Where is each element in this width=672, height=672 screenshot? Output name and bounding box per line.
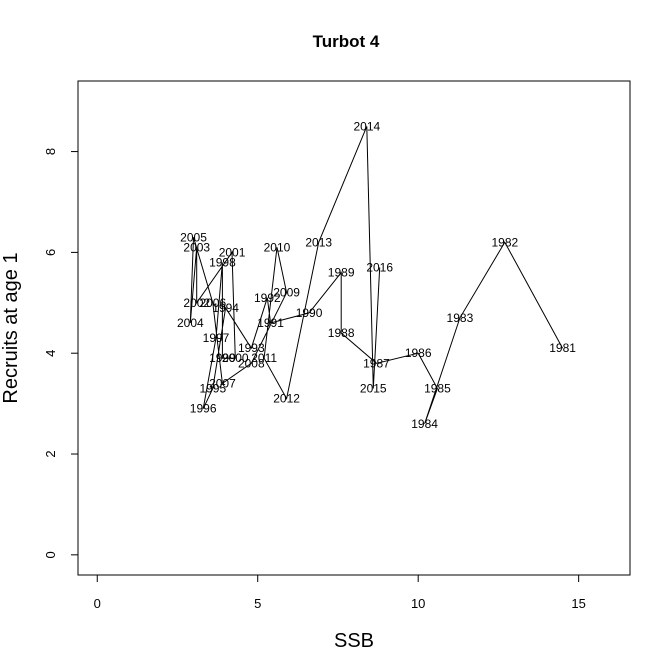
point-label-2001: 2001 bbox=[219, 245, 246, 259]
x-axis-label: SSB bbox=[334, 630, 374, 652]
point-label-1981: 1981 bbox=[549, 341, 576, 355]
point-label-2004: 2004 bbox=[177, 316, 204, 330]
point-label-2013: 2013 bbox=[305, 235, 332, 249]
y-tick-label: 6 bbox=[43, 249, 58, 256]
point-label-1998: 1998 bbox=[209, 255, 236, 269]
point-label-1994: 1994 bbox=[212, 301, 239, 315]
point-label-2003: 2003 bbox=[183, 240, 210, 254]
point-label-2014: 2014 bbox=[353, 119, 380, 133]
point-label-1984: 1984 bbox=[411, 417, 438, 431]
point-label-1990: 1990 bbox=[296, 306, 323, 320]
point-label-2009: 2009 bbox=[273, 286, 300, 300]
y-tick-label: 4 bbox=[43, 350, 58, 357]
point-label-2011: 2011 bbox=[251, 351, 277, 365]
x-axis: 0 5 10 15 bbox=[94, 574, 586, 611]
y-tick-label: 0 bbox=[43, 551, 58, 558]
point-label-2008: 2008 bbox=[238, 356, 265, 370]
point-labels: 1981 1982 1983 1984 1985 1986 1987 1988 1989 1990… bbox=[177, 119, 576, 430]
point-label-2015: 2015 bbox=[360, 381, 387, 395]
y-axis-label: Recruits at age 1 bbox=[0, 252, 22, 403]
x-tick-label: 5 bbox=[254, 596, 261, 611]
point-label-1999: 1999 bbox=[209, 351, 236, 365]
point-label-1982: 1982 bbox=[491, 235, 518, 249]
point-label-2012: 2012 bbox=[273, 392, 300, 406]
point-label-2010: 2010 bbox=[264, 240, 291, 254]
point-label-1989: 1989 bbox=[328, 266, 355, 280]
point-label-1993: 1993 bbox=[238, 341, 265, 355]
point-label-2016: 2016 bbox=[366, 261, 393, 275]
point-label-1996: 1996 bbox=[190, 402, 217, 416]
y-axis: 0 2 4 6 8 bbox=[43, 148, 79, 558]
y-tick-label: 2 bbox=[43, 450, 58, 457]
point-label-1988: 1988 bbox=[328, 326, 355, 340]
point-label-1985: 1985 bbox=[424, 381, 451, 395]
point-label-2007: 2007 bbox=[209, 376, 236, 390]
x-tick-label: 10 bbox=[411, 596, 425, 611]
point-label-1986: 1986 bbox=[405, 346, 432, 360]
point-label-1991: 1991 bbox=[257, 316, 284, 330]
point-label-1983: 1983 bbox=[447, 311, 474, 325]
x-tick-label: 0 bbox=[94, 596, 101, 611]
point-label-1995: 1995 bbox=[199, 381, 226, 395]
point-label-2005: 2005 bbox=[180, 230, 207, 244]
point-label-1997: 1997 bbox=[203, 331, 230, 345]
point-label-1992: 1992 bbox=[254, 291, 281, 305]
series-line bbox=[189, 126, 564, 424]
chart-title: Turbot 4 bbox=[313, 32, 380, 51]
x-tick-label: 15 bbox=[571, 596, 585, 611]
point-label-2002: 2002 bbox=[183, 296, 210, 310]
point-label-2000: 2000 bbox=[222, 351, 249, 365]
y-tick-label: 8 bbox=[43, 148, 58, 155]
point-label-2006: 2006 bbox=[199, 296, 226, 310]
point-label-1987: 1987 bbox=[363, 356, 390, 370]
